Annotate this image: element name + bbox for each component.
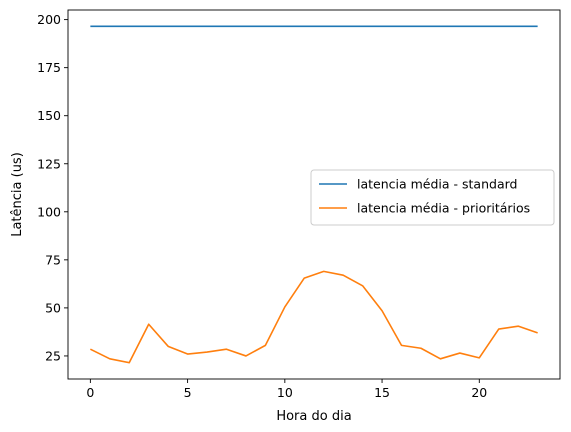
legend: latencia média - standard latencia média … [310,169,555,226]
y-tick-label: 75 [45,252,61,267]
legend-label: latencia média - prioritários [357,201,530,216]
series-line-2 [90,270,538,364]
y-tick-label: 50 [45,300,61,315]
y-axis-ticks: 25 50 75 100 125 150 175 200 [37,12,68,363]
series-lines [90,25,538,364]
x-axis-label: Hora do dia [276,409,351,424]
x-tick-label: 5 [184,385,192,400]
y-tick-label: 125 [37,156,61,171]
y-tick-label: 175 [37,60,61,75]
x-axis-ticks: 0 5 10 15 20 [86,379,487,400]
y-tick-label: 25 [45,348,61,363]
y-tick-label: 200 [37,12,61,27]
y-axis-label: Latência (us) [10,152,25,237]
legend-box [310,169,555,226]
axes-border [67,9,561,380]
legend-label: latencia média - standard [357,177,517,192]
x-tick-label: 15 [374,385,390,400]
x-tick-label: 10 [277,385,293,400]
y-tick-label: 100 [37,204,61,219]
x-tick-label: 20 [471,385,487,400]
y-tick-label: 150 [37,108,61,123]
axes-frame [67,9,561,380]
x-tick-label: 0 [86,385,94,400]
